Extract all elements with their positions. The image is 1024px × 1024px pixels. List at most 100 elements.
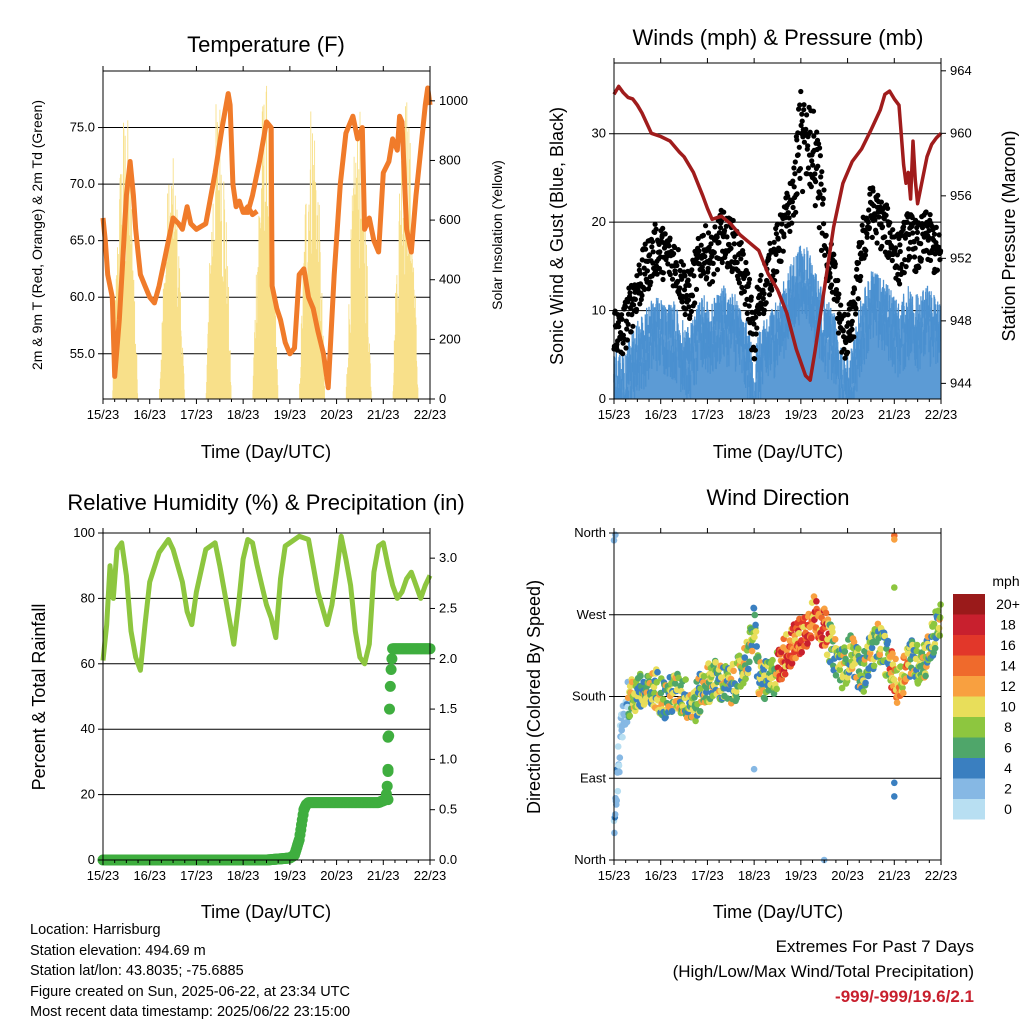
- direction-point: [761, 695, 769, 703]
- direction-point: [831, 636, 839, 643]
- x-tick-label: 16/23: [133, 868, 166, 883]
- y2-tick-label: 1.5: [439, 701, 457, 716]
- y-tick-label: 30: [592, 126, 606, 141]
- gust-point: [773, 251, 779, 257]
- direction-point: [692, 717, 699, 725]
- station-location: Location: Harrisburg: [30, 922, 161, 938]
- gust-point: [931, 231, 938, 237]
- gust-point: [803, 126, 809, 132]
- gust-point: [791, 184, 797, 190]
- gust-point: [740, 251, 746, 257]
- direction-point: [696, 708, 704, 715]
- gust-point: [728, 245, 734, 251]
- precip-point: [381, 780, 393, 792]
- gust-point: [785, 193, 791, 199]
- gust-point: [721, 228, 728, 234]
- x-tick-label: 18/23: [738, 868, 771, 883]
- gust-point: [758, 272, 764, 278]
- direction-point: [769, 656, 776, 664]
- gust-point: [885, 205, 891, 211]
- x-tick-label: 18/23: [227, 407, 260, 422]
- gust-point: [790, 178, 796, 184]
- gust-point: [774, 269, 780, 275]
- gust-point: [748, 294, 754, 300]
- y2-tick-label: 960: [950, 125, 972, 140]
- gust-point: [831, 252, 837, 258]
- gust-point: [878, 199, 885, 205]
- humidity-marks: [97, 533, 436, 866]
- legend-label: 10: [1000, 699, 1016, 715]
- gust-point: [630, 323, 636, 329]
- gust-point: [627, 290, 633, 296]
- gust-point: [893, 245, 899, 251]
- gust-point: [714, 234, 720, 240]
- gust-point: [746, 280, 752, 286]
- direction-point: [922, 672, 929, 680]
- direction-point: [912, 655, 920, 663]
- direction-point: [760, 666, 767, 674]
- direction-point: [741, 654, 749, 661]
- gust-point: [705, 265, 711, 271]
- y2-tick-label: 964: [950, 63, 972, 78]
- gust-point: [756, 311, 762, 317]
- direction-point: [865, 672, 872, 680]
- direction-point: [792, 654, 799, 662]
- gust-point: [650, 249, 656, 255]
- gust-point: [835, 330, 842, 336]
- x-tick-label: 21/23: [878, 407, 911, 422]
- gust-point: [756, 286, 762, 292]
- gust-point: [739, 284, 745, 290]
- precip-point: [386, 653, 398, 665]
- x-tick-label: 20/23: [320, 868, 353, 883]
- x-tick-label: 17/23: [180, 868, 213, 883]
- gust-point: [829, 282, 835, 288]
- x-tick-label: 22/23: [925, 868, 958, 883]
- x-tick-label: 21/23: [878, 868, 911, 883]
- direction-point: [889, 661, 897, 668]
- direction-point: [619, 733, 626, 741]
- gust-point: [792, 171, 798, 177]
- gust-point: [808, 184, 814, 190]
- direction-point: [931, 644, 939, 652]
- direction-point: [788, 660, 796, 667]
- gust-point: [711, 249, 717, 256]
- y-tick-label: 20: [592, 214, 606, 229]
- direction-point: [751, 633, 758, 641]
- gust-point: [864, 231, 870, 237]
- x-tick-label: 20/23: [831, 407, 864, 422]
- direction-point: [614, 743, 622, 750]
- gust-point: [769, 287, 775, 293]
- gust-point: [795, 152, 801, 158]
- gust-point: [741, 288, 748, 295]
- gust-point: [686, 282, 692, 288]
- direction-point: [736, 652, 743, 660]
- gust-point: [637, 270, 643, 276]
- y2-tick-label: 800: [439, 152, 461, 167]
- pressure-series: [612, 84, 943, 382]
- gust-point: [757, 277, 763, 283]
- gust-point: [902, 235, 909, 241]
- gust-point: [876, 214, 882, 220]
- x-tick-label: 15/23: [87, 407, 120, 422]
- direction-point: [889, 650, 896, 657]
- gust-point: [738, 240, 744, 246]
- y2-tick-label: 0.0: [439, 852, 457, 867]
- gust-point: [723, 223, 729, 229]
- direction-point: [851, 660, 859, 667]
- legend-swatch: [953, 778, 985, 799]
- direction-point: [745, 665, 752, 673]
- direction-point: [862, 679, 869, 687]
- gust-point: [822, 252, 828, 258]
- extremes-subtitle: (High/Low/Max Wind/Total Precipitation): [672, 962, 974, 981]
- direction-point: [819, 634, 826, 642]
- gust-point: [730, 217, 736, 224]
- direction-point: [753, 643, 760, 650]
- gust-point: [753, 314, 759, 320]
- gust-point: [789, 199, 796, 205]
- direction-point: [899, 684, 906, 691]
- gust-point: [923, 209, 929, 215]
- gust-point: [872, 217, 878, 223]
- gust-point: [704, 275, 710, 281]
- gust-point: [799, 118, 805, 124]
- gust-point: [625, 321, 631, 327]
